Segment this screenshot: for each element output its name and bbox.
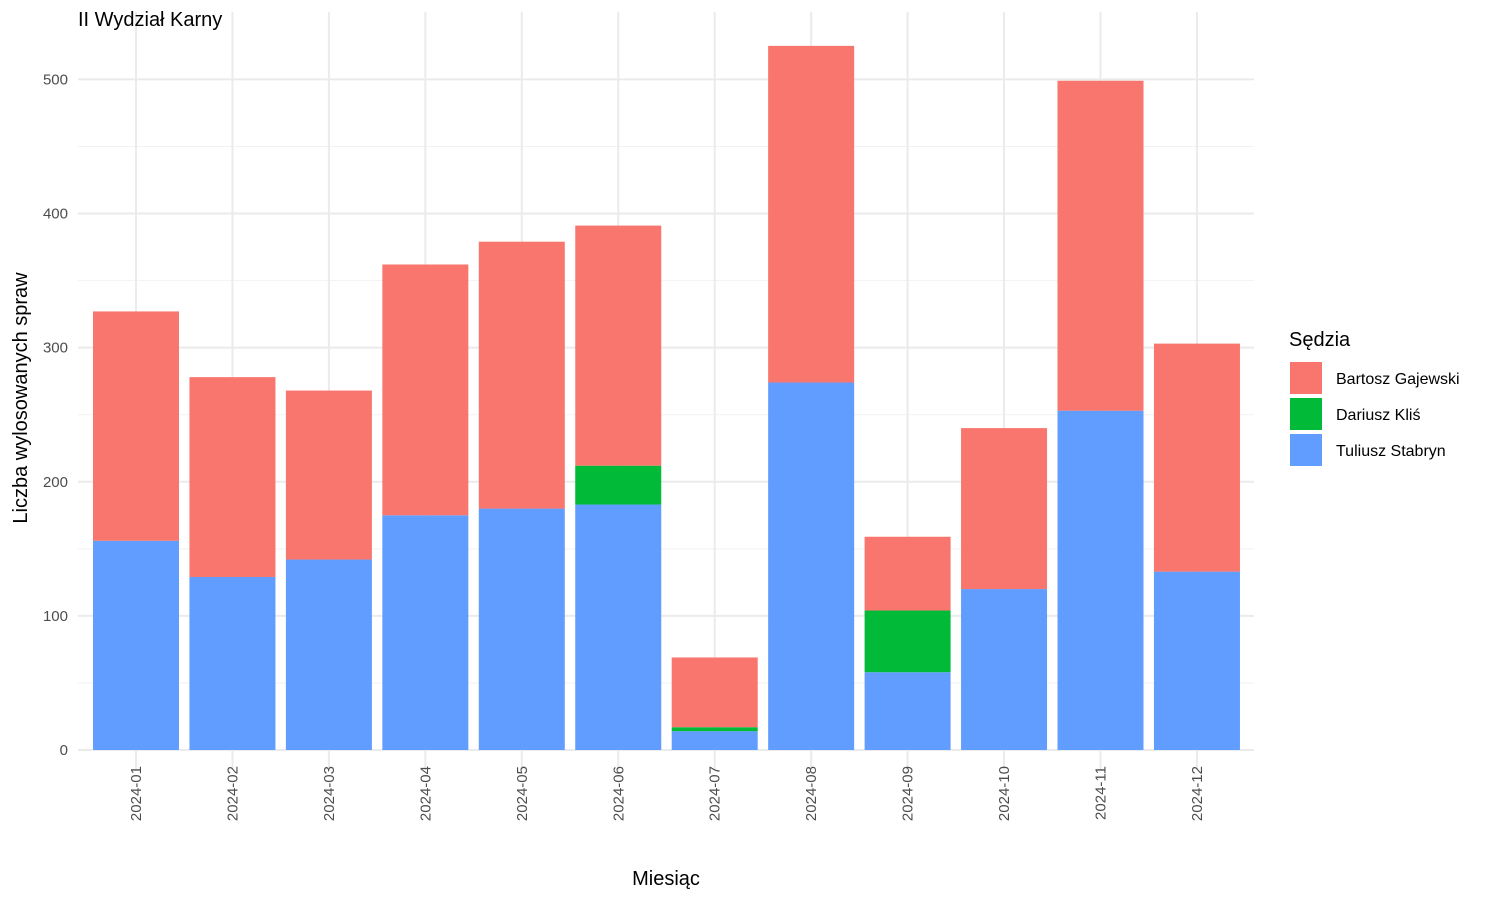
legend-items: Bartosz Gajewski Dariusz Kliś Tuliusz Stab…: [1290, 362, 1460, 466]
bars: [93, 45, 1240, 750]
legend: Sędzia Bartosz Gajewski Dariusz Kliś Tuliu…: [1289, 329, 1460, 466]
x-tick-label: 2024-07: [707, 766, 724, 821]
y-tick-label: 0: [60, 742, 68, 759]
x-tick-label: 2024-01: [128, 766, 145, 821]
y-tick-label: 500: [43, 71, 68, 88]
bar-segment: [671, 731, 758, 750]
y-tick-label: 300: [43, 340, 68, 357]
bar-segment: [864, 610, 951, 673]
bar-segment: [575, 465, 662, 505]
bar-segment: [93, 540, 179, 750]
bar-segment: [864, 672, 951, 750]
x-tick-label: 2024-12: [1189, 766, 1206, 821]
bar-segment: [1153, 571, 1240, 750]
bar-segment: [189, 377, 276, 577]
y-tick-label: 400: [43, 206, 68, 223]
bar-segment: [864, 536, 951, 611]
x-tick-label: 2024-11: [1093, 766, 1110, 820]
bar-segment: [961, 428, 1048, 590]
bar-segment: [768, 382, 855, 750]
x-tick-label: 2024-10: [996, 766, 1013, 821]
legend-title: Sędzia: [1289, 329, 1351, 351]
chart-title: II Wydział Karny: [78, 9, 222, 31]
legend-key: [1290, 398, 1322, 430]
bar-segment: [575, 504, 662, 750]
legend-key: [1290, 362, 1322, 394]
x-tick-label: 2024-03: [321, 766, 338, 821]
bar-segment: [1057, 80, 1144, 411]
bar-segment: [768, 45, 855, 383]
x-tick-label: 2024-05: [514, 766, 531, 821]
bar-segment: [93, 311, 179, 541]
x-tick-label: 2024-02: [224, 766, 241, 821]
bar-segment: [478, 241, 565, 509]
x-axis-ticks: 2024-01 2024-02 2024-03 2024-04 2024-05 2024-…: [128, 766, 1206, 821]
bar-segment: [671, 657, 758, 728]
bar-segment: [285, 559, 372, 750]
bar-segment: [671, 727, 758, 732]
bar-segment: [382, 515, 469, 750]
y-tick-label: 200: [43, 474, 68, 491]
bar-segment: [575, 225, 662, 466]
bar-segment: [1057, 410, 1144, 750]
bar-segment: [961, 589, 1048, 750]
x-tick-label: 2024-09: [900, 766, 917, 821]
legend-label: Bartosz Gajewski: [1336, 371, 1460, 388]
bar-segment: [285, 390, 372, 560]
legend-key: [1290, 434, 1322, 466]
legend-label: Dariusz Kliś: [1336, 407, 1420, 424]
y-axis-title: Liczba wylosowanych spraw: [10, 272, 32, 524]
x-tick-label: 2024-08: [803, 766, 820, 821]
x-tick-label: 2024-06: [610, 766, 627, 821]
x-axis-title: Miesiąc: [632, 868, 700, 890]
y-axis-ticks: 0 100 200 300 400 500: [43, 71, 68, 759]
bar-segment: [1153, 343, 1240, 572]
bar-segment: [189, 576, 276, 750]
y-tick-label: 100: [43, 608, 68, 625]
x-tick-label: 2024-04: [417, 766, 434, 821]
bar-segment: [382, 264, 469, 516]
bar-segment: [478, 508, 565, 750]
legend-label: Tuliusz Stabryn: [1336, 443, 1446, 460]
